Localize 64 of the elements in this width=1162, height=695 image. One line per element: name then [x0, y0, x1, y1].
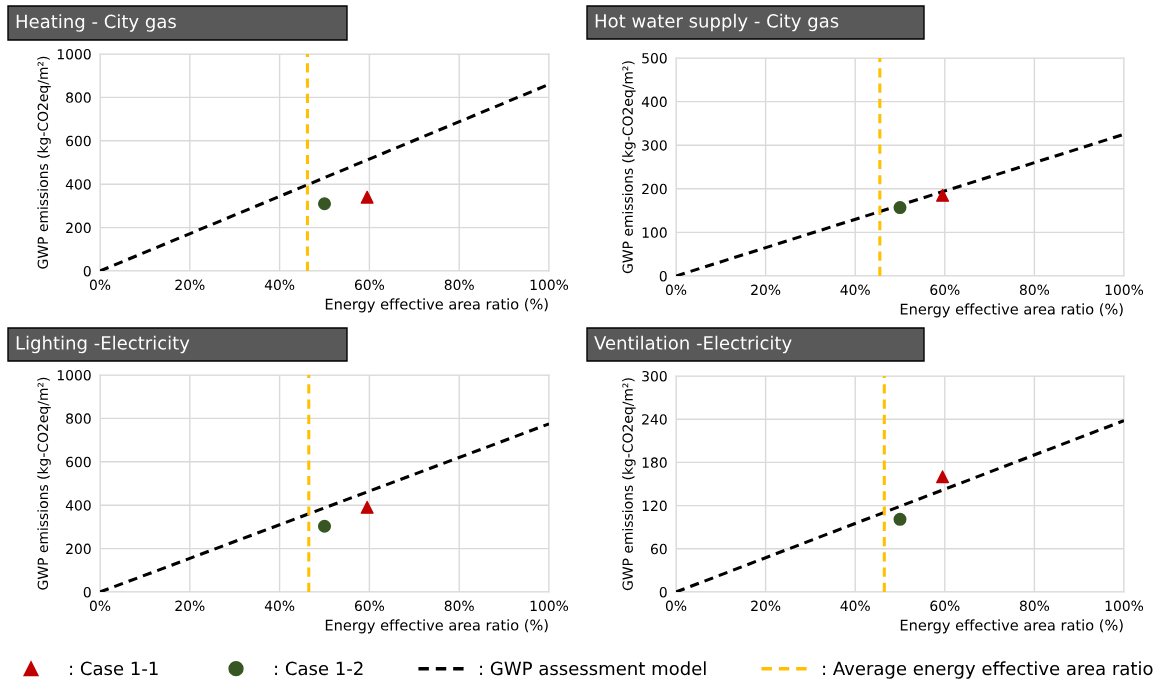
y-tick-label: 1000	[57, 48, 91, 60]
y-tick-label: 240	[642, 414, 667, 425]
y-tick-label: 600	[66, 135, 91, 147]
x-tick-label: 20%	[175, 279, 205, 291]
x-tick-label: 60%	[354, 600, 385, 612]
y-axis-title: GWP emissions (kg-CO2eq/m²)	[37, 377, 51, 590]
y-tick-label: 0	[659, 270, 667, 282]
x-tick-label: 100%	[530, 600, 569, 612]
chart-title: Heating - City gas	[16, 14, 176, 32]
x-tick-label: 80%	[1019, 284, 1050, 296]
y-axis-title: GWP emissions (kg-CO2eq/m²)	[622, 378, 636, 591]
y-tick-label: 1000	[57, 369, 91, 381]
y-tick-label: 400	[65, 500, 91, 511]
legend-label: : Case 1-1	[70, 661, 158, 676]
x-tick-label: 0%	[89, 600, 111, 612]
x-tick-label: 100%	[530, 279, 569, 291]
legend-label: : Average energy effective area ratio	[823, 661, 1153, 679]
x-tick-label: 20%	[751, 600, 781, 612]
y-tick-label: 120	[642, 500, 667, 512]
y-tick-label: 300	[642, 370, 667, 382]
x-tick-label: 60%	[930, 600, 960, 612]
x-tick-label: 0%	[89, 279, 111, 291]
y-tick-label: 0	[83, 586, 91, 598]
y-tick-label: 500	[642, 52, 667, 64]
y-tick-label: 100	[642, 227, 667, 238]
x-tick-label: 0%	[665, 600, 687, 612]
x-tick-label: 40%	[840, 284, 870, 296]
x-tick-label: 100%	[1105, 600, 1144, 612]
y-tick-label: 800	[66, 413, 91, 424]
x-tick-label: 40%	[264, 279, 295, 291]
x-tick-label: 0%	[665, 284, 687, 296]
legend-label: : GWP assessment model	[480, 661, 706, 676]
x-tick-label: 20%	[751, 284, 781, 296]
y-axis-title: GWP emissions (kg-CO2eq/m²)	[622, 61, 636, 274]
x-tick-label: 60%	[930, 284, 960, 296]
y-tick-label: 600	[66, 456, 91, 468]
legend-label: : Case 1-2	[275, 661, 363, 676]
y-tick-label: 0	[659, 586, 667, 598]
x-tick-label: 40%	[840, 600, 870, 612]
x-tick-label: 80%	[1019, 600, 1050, 612]
y-tick-label: 180	[642, 457, 667, 468]
x-tick-label: 40%	[264, 600, 295, 612]
chart-title: Ventilation -Electricity	[594, 335, 792, 354]
chart-title: Lighting -Electricity	[16, 335, 190, 354]
x-axis-title: Energy effective area ratio (%)	[900, 619, 1123, 634]
x-tick-label: 80%	[444, 279, 474, 291]
x-axis-title: Energy effective area ratio (%)	[900, 303, 1123, 318]
x-tick-label: 100%	[1105, 284, 1144, 296]
y-tick-label: 200	[642, 183, 667, 195]
x-tick-label: 80%	[444, 600, 474, 612]
y-tick-label: 300	[642, 140, 667, 151]
chart-title: Hot water supply - City gas	[595, 13, 839, 32]
y-tick-label: 60	[650, 543, 667, 555]
x-tick-label: 60%	[354, 279, 385, 291]
x-axis-title: Energy effective area ratio (%)	[325, 298, 548, 313]
y-axis-title: GWP emissions (kg-CO2eq/m²)	[37, 56, 51, 269]
y-tick-label: 0	[83, 265, 91, 277]
y-tick-label: 400	[65, 179, 91, 190]
x-axis-title: Energy effective area ratio (%)	[325, 619, 548, 634]
y-tick-label: 200	[66, 543, 91, 555]
y-tick-label: 400	[641, 96, 667, 108]
y-tick-label: 800	[66, 92, 91, 103]
y-tick-label: 200	[66, 222, 91, 234]
x-tick-label: 20%	[175, 600, 205, 612]
